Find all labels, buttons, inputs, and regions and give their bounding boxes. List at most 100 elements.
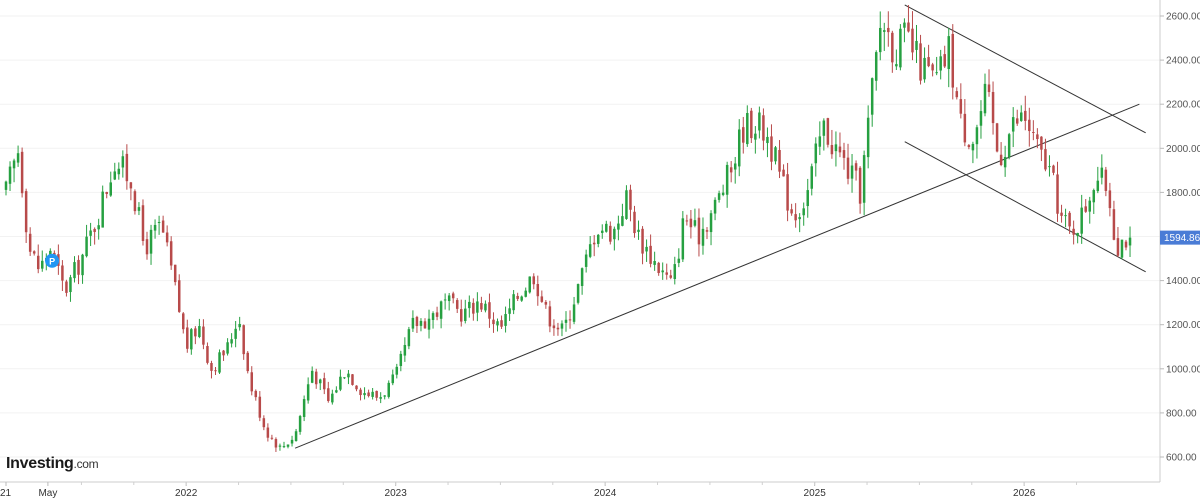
candle: [395, 363, 399, 379]
candle: [915, 24, 918, 64]
candle: [766, 127, 769, 158]
candles: [4, 5, 1132, 452]
candle: [576, 283, 580, 305]
x-tick-label: 2025: [804, 488, 827, 499]
candle: [878, 11, 882, 61]
candle: [1028, 107, 1031, 147]
candle: [194, 326, 197, 345]
candle: [1092, 188, 1096, 214]
candle: [669, 269, 672, 280]
candle: [1096, 166, 1100, 194]
candle: [73, 256, 76, 283]
x-tick-label: May: [38, 488, 57, 499]
candle: [1056, 161, 1059, 222]
candle: [41, 250, 44, 272]
candle: [504, 306, 507, 333]
candle: [242, 324, 245, 360]
candle: [28, 227, 32, 256]
candle: [834, 131, 838, 167]
time-axis: 21 May 2022 2023 2024 2025 2026: [0, 482, 1078, 499]
candle: [617, 215, 620, 241]
candle: [947, 27, 950, 88]
candle: [254, 389, 258, 401]
candle: [484, 300, 487, 313]
candle: [1007, 132, 1011, 160]
candle: [169, 236, 173, 270]
candle: [995, 122, 999, 153]
candle: [657, 261, 660, 276]
candle: [1088, 196, 1091, 224]
candle: [141, 199, 145, 246]
y-tick-label: 1400.00: [1166, 276, 1200, 287]
y-tick-label: 800.00: [1166, 408, 1197, 419]
candle: [302, 395, 306, 422]
candle: [516, 292, 519, 301]
investing-logo[interactable]: Investing.com: [6, 455, 99, 472]
candle: [520, 295, 523, 302]
candle: [153, 219, 157, 239]
candle: [621, 203, 624, 227]
candle: [713, 197, 717, 221]
candle: [379, 392, 382, 404]
candle: [214, 367, 217, 376]
y-tick-label: 2600.00: [1166, 12, 1200, 23]
candle: [476, 292, 479, 322]
candle: [810, 163, 814, 196]
y-tick-label: 1800.00: [1166, 188, 1200, 199]
candle: [758, 106, 761, 139]
candle: [967, 143, 971, 150]
candle: [717, 190, 721, 203]
candle: [1100, 154, 1104, 185]
candle: [895, 49, 898, 70]
candle: [351, 374, 354, 386]
x-tick-label: 21: [0, 488, 12, 499]
candle: [133, 189, 137, 215]
candle: [601, 224, 604, 239]
candle: [613, 226, 616, 251]
candle: [746, 105, 749, 147]
candle: [943, 45, 946, 69]
candle: [814, 137, 818, 177]
candle: [415, 315, 419, 333]
candle: [794, 203, 797, 228]
candle: [874, 50, 878, 91]
candle: [129, 181, 133, 201]
candle: [770, 124, 773, 171]
candle: [983, 73, 987, 117]
candle: [258, 391, 262, 422]
candle: [1060, 204, 1063, 223]
candle: [339, 369, 342, 392]
candle: [198, 318, 201, 339]
y-tick-label: 600.00: [1166, 453, 1197, 464]
candle: [1116, 227, 1120, 258]
marker-label: P: [49, 256, 55, 266]
candle: [294, 428, 298, 442]
candle: [798, 213, 801, 233]
candle: [963, 99, 967, 147]
candle: [500, 315, 503, 329]
candle: [609, 221, 612, 245]
candle: [649, 234, 652, 268]
candle: [1036, 128, 1039, 149]
candle: [1024, 95, 1027, 131]
trendline: [294, 103, 1140, 449]
candle: [335, 386, 338, 394]
candle: [842, 142, 846, 170]
candle: [286, 444, 290, 449]
candle: [661, 262, 664, 280]
candle: [754, 126, 757, 154]
grid-lines: [0, 15, 1160, 458]
candle: [331, 389, 334, 405]
candle: [931, 62, 934, 77]
candle: [407, 326, 411, 350]
candle: [327, 381, 330, 403]
candle: [250, 366, 254, 396]
candle: [387, 380, 390, 399]
candle: [186, 319, 189, 353]
marker-circle: [45, 253, 60, 268]
candle: [4, 180, 8, 196]
candle: [468, 295, 471, 318]
candle: [975, 124, 979, 159]
y-tick-label: 2000.00: [1166, 144, 1200, 155]
